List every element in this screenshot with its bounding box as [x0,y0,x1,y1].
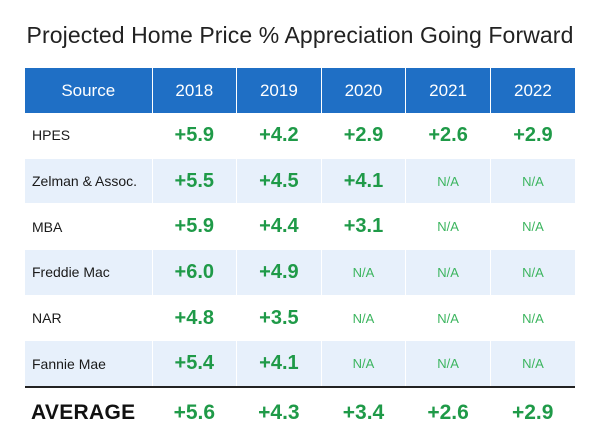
row-value: +4.1 [236,340,322,388]
row-source: Zelman & Assoc. [25,158,153,205]
row-value: +3.5 [236,295,322,342]
row-value: N/A [490,158,575,205]
row-source: NAR [25,295,153,342]
table-header-row: Source 2018 2019 2020 2021 2022 [25,68,575,113]
average-value-2022: +2.9 [490,386,575,439]
column-header-2021: 2021 [405,68,491,113]
row-source: MBA [25,203,153,251]
row-source: Freddie Mac [25,249,153,296]
row-value: +5.9 [152,203,238,251]
average-value-2020: +3.4 [321,386,406,439]
row-value: N/A [405,295,491,342]
row-value: +3.1 [321,203,407,251]
row-value: N/A [490,203,575,251]
row-value: N/A [321,249,407,296]
row-value: +4.2 [236,113,322,159]
row-value: N/A [405,249,491,296]
table-row: Freddie Mac +6.0 +4.9 N/A N/A N/A [25,249,575,296]
average-value-2021: +2.6 [405,386,491,439]
average-label: AVERAGE [25,386,152,439]
table-row: HPES +5.9 +4.2 +2.9 +2.6 +2.9 [25,113,575,159]
row-value: +4.4 [236,203,322,251]
row-value: N/A [405,158,491,205]
row-value: N/A [405,340,491,388]
column-header-2018: 2018 [152,68,238,113]
row-value: +2.9 [321,113,407,159]
table-row: Zelman & Assoc. +5.5 +4.5 +4.1 N/A N/A [25,158,575,205]
appreciation-table: Source 2018 2019 2020 2021 2022 HPES +5.… [25,68,575,439]
average-row: AVERAGE +5.6 +4.3 +3.4 +2.6 +2.9 [25,386,575,439]
row-value: N/A [321,340,407,388]
row-value: N/A [490,295,575,342]
row-value: +4.9 [236,249,322,296]
row-value: +4.1 [321,158,407,205]
row-source: Fannie Mae [25,340,153,388]
row-value: N/A [490,340,575,388]
row-value: N/A [490,249,575,296]
row-value: +6.0 [152,249,238,296]
row-value: +2.6 [405,113,491,159]
column-header-2019: 2019 [236,68,322,113]
row-source: HPES [25,113,153,159]
page-title: Projected Home Price % Appreciation Goin… [26,22,574,48]
column-header-2020: 2020 [321,68,407,113]
row-value: +4.8 [152,295,238,342]
average-value-2018: +5.6 [152,386,237,439]
row-value: +4.5 [236,158,322,205]
row-value: +5.9 [152,113,238,159]
column-header-source: Source [25,68,153,113]
table-row: Fannie Mae +5.4 +4.1 N/A N/A N/A [25,340,575,388]
column-header-2022: 2022 [490,68,575,113]
row-value: N/A [405,203,491,251]
row-value: +2.9 [490,113,575,159]
row-value: N/A [321,295,407,342]
row-value: +5.4 [152,340,238,388]
table-row: NAR +4.8 +3.5 N/A N/A N/A [25,295,575,342]
average-value-2019: +4.3 [236,386,322,439]
row-value: +5.5 [152,158,238,205]
table-row: MBA +5.9 +4.4 +3.1 N/A N/A [25,203,575,251]
